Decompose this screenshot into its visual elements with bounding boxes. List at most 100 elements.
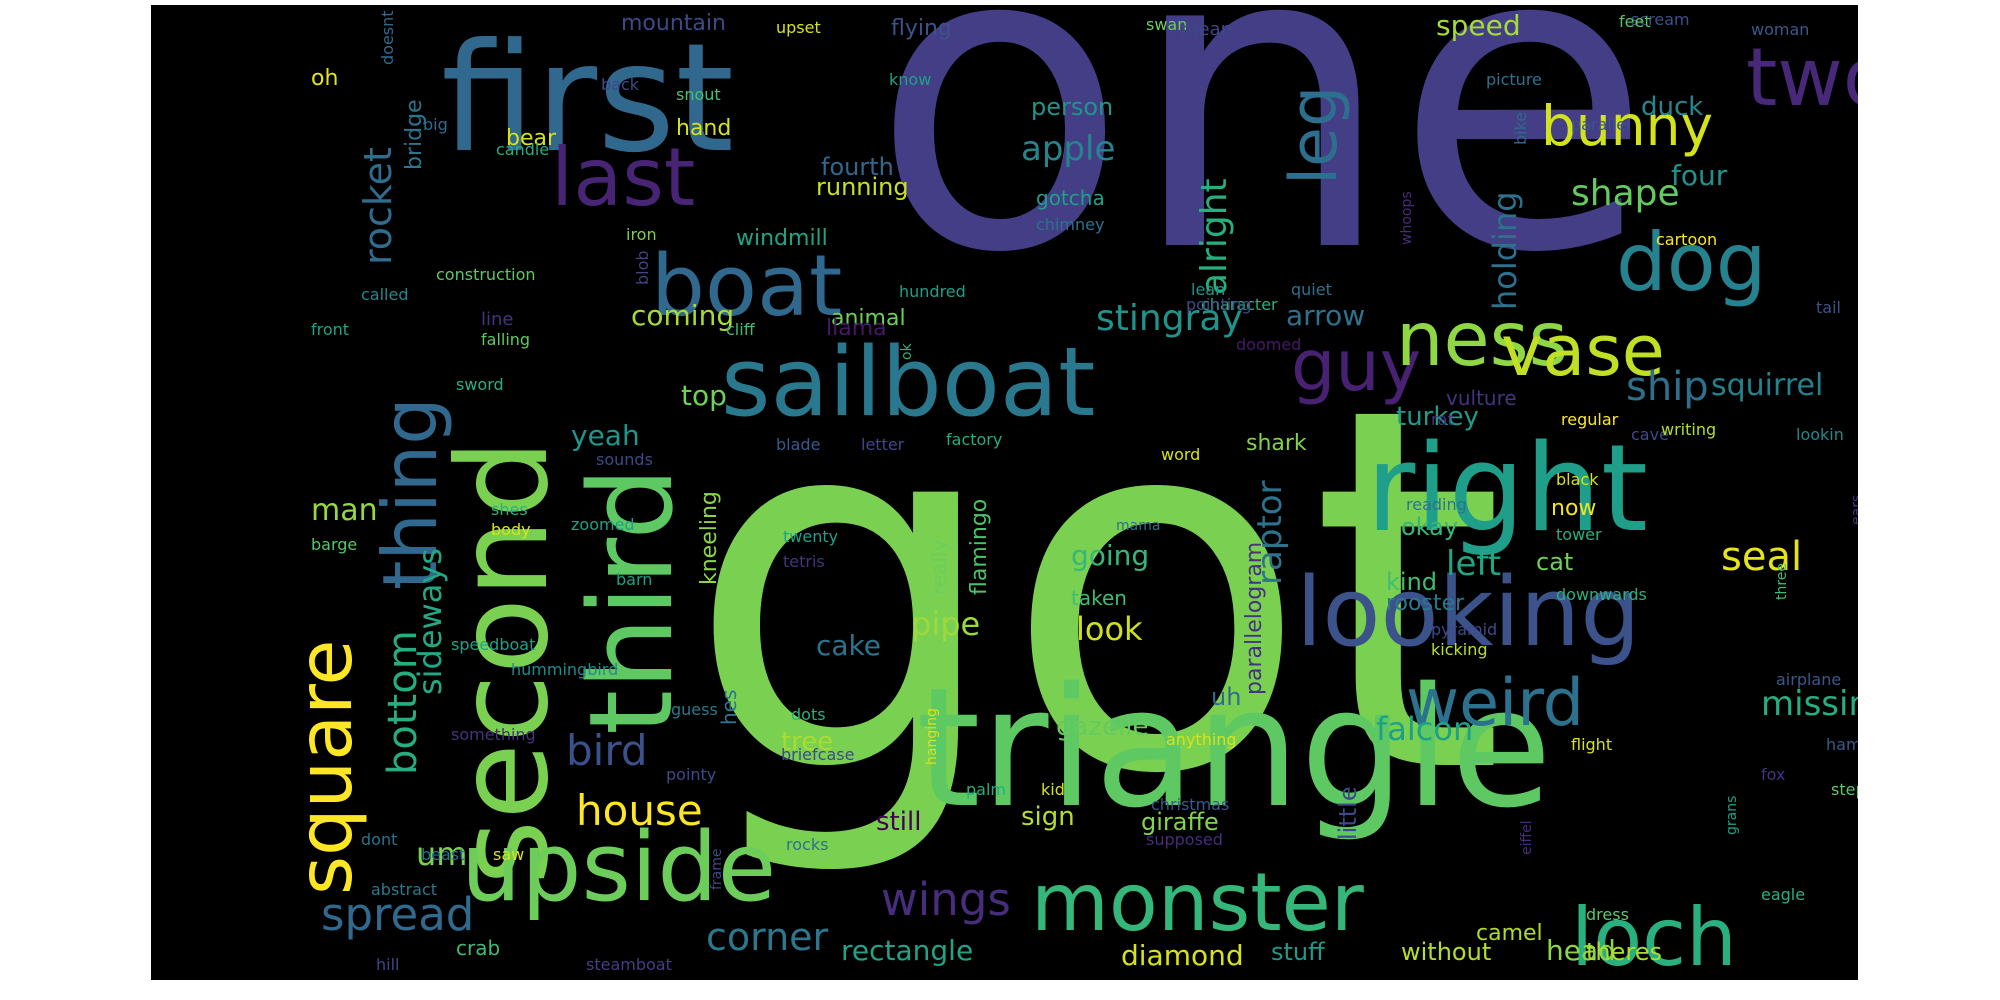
word-candle: candle	[496, 140, 549, 159]
word-ness: ness	[1396, 295, 1568, 383]
word-rocket: rocket	[356, 147, 400, 265]
word-stuff: stuff	[1271, 938, 1325, 966]
word-factory: factory	[946, 430, 1002, 449]
word-dog: dog	[1616, 216, 1767, 309]
word-kid: kid	[1041, 780, 1065, 799]
word-feet: feet	[1619, 12, 1651, 31]
word-cliff: cliff	[726, 320, 756, 339]
word-hes: hes	[717, 690, 741, 725]
word-ears: ears	[1849, 495, 1858, 525]
word-sword: sword	[456, 375, 504, 394]
word-swan: swan	[1146, 15, 1187, 34]
word-kind: kind	[1386, 568, 1437, 596]
word-kneeling: kneeling	[697, 491, 722, 585]
word-something: something	[451, 725, 536, 744]
word-letter: letter	[861, 435, 905, 454]
word-diamond: diamond	[1121, 939, 1244, 972]
word-person: person	[1031, 93, 1113, 121]
word-barge: barge	[311, 535, 357, 554]
word-cave: cave	[1631, 425, 1669, 444]
word-eagle: eagle	[1761, 885, 1805, 904]
word-pointy: pointy	[666, 765, 716, 784]
word-falling: falling	[481, 330, 530, 349]
word-gotcha: gotcha	[1036, 186, 1105, 210]
word-woman: woman	[1751, 20, 1809, 39]
word-tree: tree	[781, 727, 833, 757]
word-grans: grans	[1724, 796, 1740, 835]
word-three: three	[1774, 563, 1790, 600]
word-vulture: vulture	[1446, 386, 1517, 410]
word-snout: snout	[676, 85, 721, 104]
word-llama: llama	[826, 316, 887, 341]
word-bike: bike	[1511, 112, 1530, 145]
word-loch: loch	[1571, 891, 1737, 980]
word-big: big	[423, 115, 448, 134]
word-flamingo: flamingo	[967, 499, 992, 595]
word-rat: rat	[1431, 410, 1454, 429]
word-dont: dont	[361, 830, 397, 849]
word-seal: seal	[1721, 534, 1802, 580]
word-without: without	[1401, 938, 1491, 966]
word-rectangle: rectangle	[841, 934, 973, 967]
word-body: body	[491, 520, 531, 539]
word-running: running	[816, 173, 909, 201]
word-house: house	[576, 786, 703, 835]
word-reading: reading	[1406, 495, 1467, 514]
word-chimney: chimney	[1036, 215, 1104, 234]
word-back: back	[601, 75, 640, 94]
word-doomed: doomed	[1236, 335, 1301, 354]
word-shes: shes	[491, 500, 528, 519]
word-dress: dress	[1586, 905, 1629, 924]
word-theres: theres	[1586, 938, 1662, 966]
word-duck: duck	[1641, 92, 1703, 122]
word-bird: bird	[566, 726, 648, 775]
word-mama: mama	[1116, 518, 1160, 534]
word-giraffe: giraffe	[1141, 808, 1219, 836]
word-cake: cake	[816, 629, 881, 662]
word-sign: sign	[1021, 802, 1075, 832]
word-turkey: turkey	[1396, 402, 1479, 432]
word-okay: okay	[1401, 513, 1458, 541]
word-character: character	[1201, 295, 1278, 314]
word-apple: apple	[1021, 129, 1115, 169]
word-hill: hill	[376, 955, 399, 974]
word-flying: flying	[891, 16, 952, 41]
word-lean: lean	[1191, 280, 1225, 299]
word-spread: spread	[321, 888, 474, 941]
word-bridge: bridge	[402, 99, 427, 170]
word-hanging: hanging	[924, 708, 940, 765]
word-twenty: twenty	[783, 527, 838, 546]
word-shark: shark	[1246, 431, 1307, 456]
word-tail: tail	[1816, 298, 1841, 317]
word-first: first	[441, 12, 734, 186]
word-crab: crab	[456, 936, 500, 960]
word-hammer: hammer	[1826, 735, 1858, 754]
word-upside: upside	[461, 813, 776, 923]
word-fourth: fourth	[821, 153, 894, 181]
word-rocks: rocks	[786, 835, 828, 854]
word-ship: ship	[1626, 364, 1709, 410]
word-parallel: parallel	[1571, 115, 1631, 134]
word-steamboat: steamboat	[586, 955, 672, 974]
word-right: right	[1366, 420, 1648, 559]
word-leg: leg	[1277, 86, 1352, 185]
word-regular: regular	[1561, 410, 1619, 429]
word-front: front	[311, 320, 349, 339]
word-wings: wings	[881, 873, 1011, 926]
word-uh: uh	[1211, 683, 1241, 711]
word-eiffel: eiffel	[1519, 820, 1535, 855]
word-whoops: whoops	[1399, 191, 1415, 245]
word-bottom: bottom	[380, 630, 426, 775]
word-cloud: one got triangle first second third right looki…	[151, 5, 1858, 980]
word-zoomed: zoomed	[571, 515, 635, 534]
word-bear: bear	[506, 126, 557, 151]
word-going: going	[1071, 539, 1149, 572]
word-hundred: hundred	[899, 282, 966, 301]
word-doesnt: doesnt	[378, 10, 397, 65]
word-pipe: pipe	[911, 605, 980, 643]
word-dots: dots	[791, 705, 826, 724]
word-sideways: sideways	[411, 548, 449, 695]
word-barn: barn	[616, 570, 652, 589]
word-corner: corner	[706, 915, 829, 959]
